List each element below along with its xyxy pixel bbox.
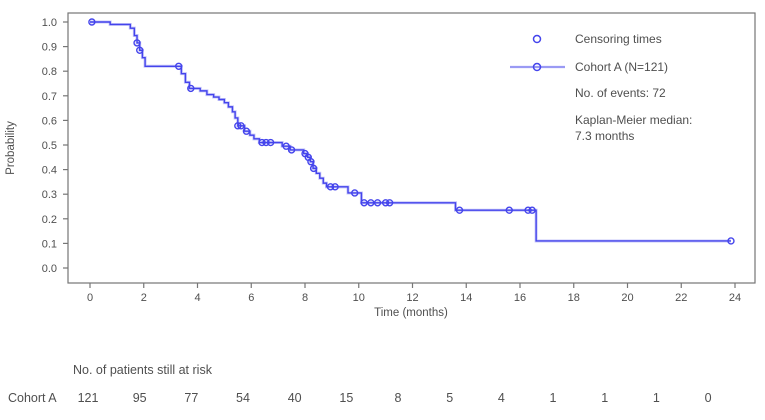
risk-value: 54: [236, 391, 250, 405]
x-tick-label: 22: [675, 292, 687, 304]
censor-marker: [528, 206, 536, 214]
survival-curve-layer: [90, 20, 731, 243]
risk-value: 8: [395, 391, 402, 405]
x-tick-label: 24: [729, 292, 741, 304]
censor-marker: [331, 183, 339, 191]
y-tick-label: 0.6: [42, 115, 57, 127]
risk-value: 1: [601, 391, 608, 405]
x-tick-label: 6: [248, 292, 254, 304]
y-tick-label: 0.8: [42, 66, 57, 78]
censor-marker: [242, 127, 251, 135]
censor-marker: [187, 84, 195, 93]
censor-marker: [309, 164, 318, 173]
risk-value: 95: [133, 391, 147, 405]
censor-marker: [133, 39, 141, 47]
risk-value: 1: [550, 391, 557, 405]
x-tick-label: 4: [194, 292, 200, 304]
km-median-annotation-line2: 7.3 months: [575, 129, 634, 143]
censor-marker: [262, 138, 270, 147]
risk-value: 4: [498, 391, 505, 405]
risk-table-header: No. of patients still at risk: [73, 363, 213, 377]
censor-marker: [360, 199, 368, 207]
y-tick-label: 0.2: [42, 214, 57, 226]
risk-value: 121: [78, 391, 99, 405]
censor-marker: [307, 158, 315, 166]
risk-values: 121 95 77 54 40 15 8 5 4 1 1 1 0: [78, 391, 712, 405]
censor-marker: [174, 62, 183, 70]
risk-row-label: Cohort A: [8, 391, 57, 405]
y-tick-label: 0.4: [42, 165, 57, 177]
risk-value: 40: [288, 391, 302, 405]
x-tick-label: 10: [353, 292, 365, 304]
risk-table: No. of patients still at risk Cohort A 1…: [8, 363, 712, 405]
censor-marker: [326, 183, 335, 191]
censor-marker: [505, 206, 513, 214]
censor-marker: [88, 18, 96, 26]
x-tick-label: 8: [302, 292, 308, 304]
censor-marker: [266, 138, 275, 147]
censor-marker: [373, 199, 382, 207]
censor-marker: [524, 206, 532, 214]
risk-value: 15: [339, 391, 353, 405]
axis-ticks: 0 2 4 6 8 10 12 14 16 18 20 22 240.00.10.20.30.40.50…: [42, 17, 741, 304]
plot-frame: [67, 12, 756, 284]
risk-value: 5: [446, 391, 453, 405]
risk-value: 77: [184, 391, 198, 405]
y-tick-label: 0.5: [42, 140, 57, 152]
censor-markers-layer: [88, 18, 735, 245]
cohort-a-marker-icon: [532, 62, 542, 72]
censoring-times-marker-icon: [532, 34, 542, 44]
x-tick-label: 2: [141, 292, 147, 304]
censor-marker: [381, 199, 390, 207]
x-axis-title: Time (months): [374, 307, 448, 319]
survival-curve-halo: [90, 20, 731, 243]
censor-marker: [237, 122, 245, 130]
km-median-annotation-line1: Kaplan-Meier median:: [575, 113, 692, 127]
y-tick-label: 0.3: [42, 189, 57, 201]
x-tick-label: 20: [621, 292, 633, 304]
legend: Censoring times Cohort A (N=121): [510, 32, 668, 74]
y-axis-title: Probability: [5, 121, 17, 175]
censor-marker: [234, 122, 242, 130]
survival-curve: [90, 21, 731, 242]
x-tick-label: 0: [87, 292, 93, 304]
censor-marker: [727, 237, 735, 245]
censor-marker: [282, 142, 290, 150]
y-tick-label: 0.0: [42, 263, 57, 275]
censor-marker: [136, 46, 144, 54]
x-tick-label: 14: [460, 292, 472, 304]
censor-marker: [351, 189, 359, 197]
censor-marker: [367, 199, 375, 207]
censor-marker: [455, 206, 464, 214]
events-annotation: No. of events: 72: [575, 86, 666, 100]
censor-marker: [287, 146, 296, 154]
x-tick-label: 12: [406, 292, 418, 304]
legend-label-cohort-a: Cohort A (N=121): [575, 60, 668, 74]
x-tick-label: 16: [514, 292, 526, 304]
legend-label-censoring: Censoring times: [575, 32, 662, 46]
risk-value: 0: [705, 391, 712, 405]
x-tick-label: 18: [568, 292, 580, 304]
y-tick-label: 0.9: [42, 42, 57, 54]
risk-value: 1: [653, 391, 660, 405]
y-tick-label: 0.7: [42, 91, 57, 103]
y-tick-label: 1.0: [42, 17, 57, 29]
annotations: No. of events: 72 Kaplan-Meier median: 7…: [575, 86, 692, 143]
y-tick-label: 0.1: [42, 238, 57, 250]
censor-marker: [258, 138, 266, 147]
censor-marker: [385, 199, 394, 207]
